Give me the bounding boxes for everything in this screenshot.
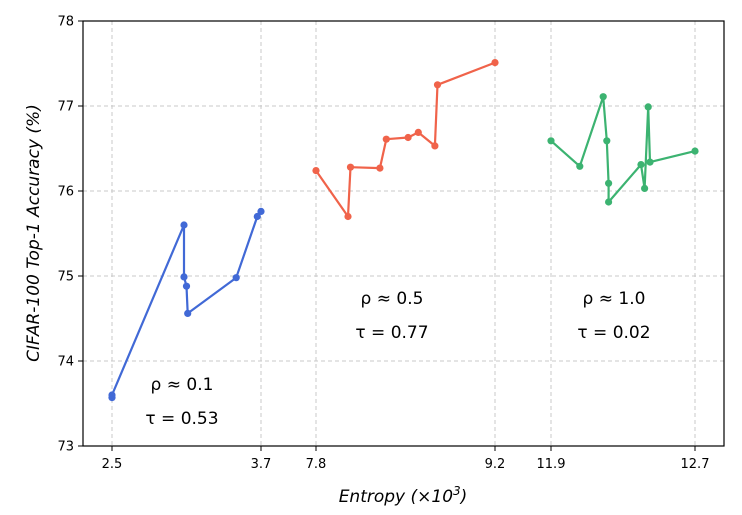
annotations: ρ ≈ 0.1 τ = 0.53 ρ ≈ 0.5 τ = 0.77 ρ ≈ 1.0 τ =…	[145, 289, 650, 429]
data-point	[644, 103, 652, 111]
data-point	[431, 142, 439, 150]
series-line-1	[110, 210, 262, 398]
series-layer	[108, 59, 699, 402]
annotation-tau: τ = 0.02	[577, 323, 650, 343]
series-line-2	[315, 61, 496, 218]
data-point	[576, 162, 584, 170]
x-axis-label: Entropy (×103)	[339, 484, 468, 507]
series-line-3	[550, 95, 696, 204]
data-point	[637, 161, 645, 169]
data-point	[491, 59, 499, 67]
data-point	[180, 221, 188, 229]
y-axis-label: CIFAR-100 Top-1 Accuracy (%)	[24, 104, 44, 362]
data-point	[599, 93, 607, 101]
x-tick-label: 12.7	[681, 457, 710, 472]
data-point	[182, 282, 191, 290]
data-point	[547, 137, 555, 145]
annotation-tau: τ = 0.77	[355, 323, 428, 343]
data-point	[312, 167, 320, 175]
data-point	[376, 164, 384, 172]
ticks: 73 74 75 76 77 78 2.5 3.7 7.8 9.2 11.9 12.7	[57, 15, 709, 473]
x-tick-label: 9.2	[485, 457, 506, 472]
data-point	[382, 135, 390, 143]
y-tick-label: 76	[57, 185, 74, 200]
data-point	[184, 309, 192, 317]
data-point	[603, 137, 611, 145]
data-point	[641, 184, 649, 192]
annotation-rho: ρ ≈ 0.5	[361, 289, 424, 309]
y-tick-label: 75	[57, 270, 74, 285]
data-point	[257, 207, 265, 215]
data-point	[691, 147, 699, 155]
data-point	[646, 158, 654, 166]
grid	[83, 21, 724, 446]
plot-frame	[82, 20, 725, 447]
y-tick-label: 73	[57, 440, 74, 455]
data-point	[232, 274, 240, 282]
annotation-rho: ρ ≈ 0.1	[151, 375, 214, 395]
data-point	[344, 212, 352, 221]
y-tick-label: 74	[57, 355, 74, 370]
data-point	[433, 81, 442, 89]
data-point	[605, 198, 613, 206]
data-point	[253, 212, 261, 221]
y-tick-label: 77	[57, 100, 74, 115]
data-point	[346, 163, 355, 171]
x-tick-label: 7.8	[306, 457, 327, 472]
data-point	[108, 391, 116, 399]
data-point	[404, 133, 412, 142]
data-point	[180, 273, 188, 281]
annotation-tau: τ = 0.53	[145, 409, 218, 429]
y-tick-label: 78	[57, 15, 74, 30]
data-point	[605, 179, 613, 187]
x-tick-label: 2.5	[102, 457, 123, 472]
x-tick-label: 3.7	[251, 457, 272, 472]
annotation-rho: ρ ≈ 1.0	[583, 289, 646, 309]
data-point	[414, 128, 422, 136]
x-tick-label: 11.9	[537, 457, 566, 472]
